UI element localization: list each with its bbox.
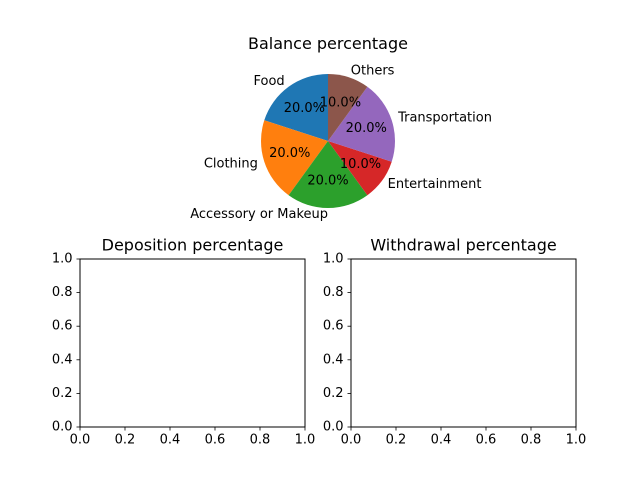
withdrawal-xtick-label: 0.4 — [431, 433, 452, 448]
pie-pct-clothing: 20.0% — [269, 146, 310, 161]
pie-pct-food: 20.0% — [284, 101, 325, 116]
pie-pct-accessory-or-makeup: 20.0% — [307, 174, 348, 189]
withdrawal-ytick-label: 0.4 — [323, 352, 344, 367]
deposition-xtick-label: 0.2 — [115, 433, 136, 448]
withdrawal-title: Withdrawal percentage — [370, 236, 556, 255]
pie-label-clothing: Clothing — [204, 156, 258, 171]
withdrawal-xtick-label: 0.0 — [341, 433, 362, 448]
pie-wedge-others — [328, 74, 368, 141]
deposition-xtick-label: 0.0 — [70, 433, 91, 448]
pie-pct-transportation: 20.0% — [346, 121, 387, 136]
deposition-ytick-label: 0.4 — [52, 352, 73, 367]
deposition-xtick-label: 0.4 — [160, 433, 181, 448]
withdrawal-ytick-label: 1.0 — [323, 252, 344, 267]
deposition-ytick-label: 0.2 — [52, 386, 73, 401]
withdrawal-xtick-label: 0.2 — [386, 433, 407, 448]
deposition-ytick-label: 0.6 — [52, 319, 73, 334]
balance-pie-chart: Balance percentage Food20.0%Clothing20.0… — [190, 34, 492, 222]
pie-label-food: Food — [253, 74, 284, 89]
withdrawal-ytick-label: 0.0 — [323, 420, 344, 435]
pie-wedge-transportation — [328, 86, 395, 162]
withdrawal-xtick-label: 1.0 — [566, 433, 587, 448]
deposition-xtick-label: 0.8 — [250, 433, 271, 448]
deposition-frame — [79, 258, 306, 428]
deposition-ytick-label: 1.0 — [52, 252, 73, 267]
deposition-ytick-label: 0.8 — [52, 285, 73, 300]
withdrawal-ticks: 0.0 0.2 0.4 0.6 0.8 1.0 0.0 0.2 0.4 0.6 0.8 1.0 — [323, 252, 587, 448]
pie-label-accessory-or-makeup: Accessory or Makeup — [190, 207, 328, 222]
pie-wedge-entertainment — [328, 141, 392, 196]
pie-label-entertainment: Entertainment — [388, 177, 482, 192]
pie-label-transportation: Transportation — [397, 111, 492, 126]
deposition-ytick-label: 0.0 — [52, 420, 73, 435]
pie-pct-others: 10.0% — [320, 95, 361, 110]
withdrawal-ytick-label: 0.2 — [323, 386, 344, 401]
withdrawal-axes: Withdrawal percentage 0.0 0.2 0.4 0.6 0.8 1.0… — [323, 236, 587, 448]
pie-wedges — [261, 74, 395, 208]
withdrawal-xtick-label: 0.8 — [521, 433, 542, 448]
pie-wedge-food — [264, 74, 328, 141]
pie-wedge-clothing — [261, 120, 328, 196]
deposition-xtick-label: 0.6 — [205, 433, 226, 448]
pie-wedge-accessory-or-makeup — [288, 141, 368, 208]
deposition-xtick-label: 1.0 — [295, 433, 316, 448]
withdrawal-xtick-label: 0.6 — [476, 433, 497, 448]
deposition-title: Deposition percentage — [102, 236, 284, 255]
pie-pct-entertainment: 10.0% — [340, 157, 381, 172]
deposition-axes: Deposition percentage 0.0 0.2 0.4 0.6 0.8 1.0… — [52, 236, 316, 448]
withdrawal-frame — [350, 258, 577, 428]
withdrawal-ytick-label: 0.6 — [323, 319, 344, 334]
pie-label-others: Others — [351, 63, 395, 78]
deposition-ticks: 0.0 0.2 0.4 0.6 0.8 1.0 0.0 0.2 0.4 0.6 0.8 1.0 — [52, 252, 316, 448]
withdrawal-ytick-label: 0.8 — [323, 285, 344, 300]
pie-title: Balance percentage — [248, 34, 408, 53]
